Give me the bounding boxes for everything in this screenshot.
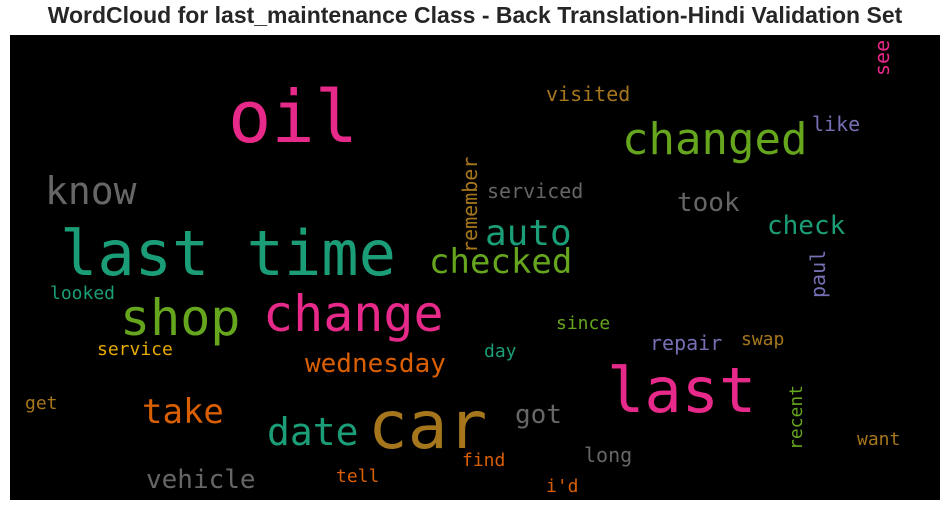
word-serviced: serviced <box>487 179 584 203</box>
word-shop: shop <box>120 289 241 347</box>
word-swap: swap <box>741 329 785 350</box>
word-auto: auto <box>485 213 572 254</box>
word-recent: recent <box>786 384 807 450</box>
word-looked: looked <box>50 283 116 304</box>
word-cloud: oil last time car last change changed shop know… <box>10 35 940 500</box>
word-see: see <box>870 39 894 76</box>
word-paul: paul <box>806 249 830 298</box>
word-know: know <box>45 169 137 213</box>
word-changed: changed <box>622 114 808 165</box>
word-service: service <box>97 339 173 360</box>
word-day: day <box>484 341 517 362</box>
word-find: find <box>462 450 506 471</box>
word-i-d: i'd <box>546 476 579 497</box>
word-want: want <box>857 429 901 450</box>
word-repair: repair <box>650 331 723 355</box>
word-took: took <box>677 188 740 218</box>
word-change: change <box>263 285 444 343</box>
word-date: date <box>267 410 359 454</box>
word-long: long <box>584 443 633 467</box>
word-got: got <box>515 400 562 430</box>
word-wednesday: wednesday <box>305 349 446 379</box>
word-remember: remember <box>458 156 482 253</box>
word-since: since <box>556 313 611 334</box>
word-like: like <box>812 112 861 136</box>
word-take: take <box>142 392 224 432</box>
word-check: check <box>767 211 846 241</box>
word-oil: oil <box>228 75 359 159</box>
chart-title: WordCloud for last_maintenance Class - B… <box>47 2 903 28</box>
word-last: last <box>607 354 757 427</box>
word-last-time: last time <box>60 217 396 290</box>
word-tell: tell <box>336 466 380 487</box>
word-checked: checked <box>429 242 573 282</box>
word-visited: visited <box>546 82 631 106</box>
word-car: car <box>368 387 488 464</box>
word-get: get <box>25 393 58 414</box>
word-vehicle: vehicle <box>146 465 256 495</box>
